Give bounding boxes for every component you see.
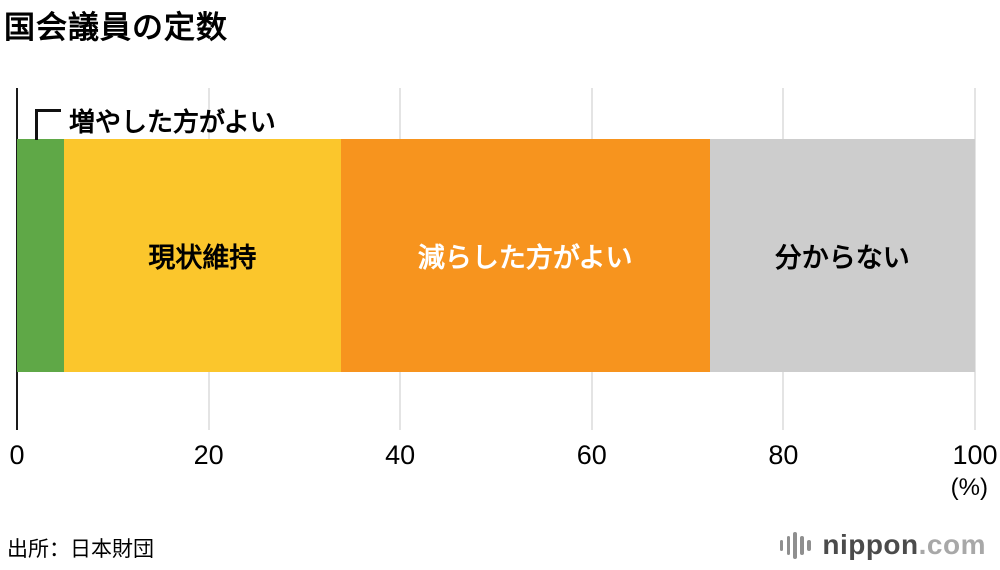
bar-segment-label: 分からない: [774, 243, 910, 273]
nippon-logo-icon: [778, 531, 812, 559]
gridline: [974, 88, 976, 430]
bar-segment-3: 減らした方がよい: [340, 139, 710, 372]
bar-segment-label: 減らした方がよい: [417, 243, 633, 273]
callout-line: [35, 109, 61, 140]
x-axis: 0 20 40 60 80 100: [9, 440, 997, 474]
stacked-bar: 現状維持 減らした方がよい 分からない: [17, 139, 975, 372]
bar-segment-label: 現状維持: [148, 243, 257, 273]
bar-segment-2: 現状維持: [63, 139, 341, 372]
x-tick-label: 60: [576, 440, 607, 470]
bar-segment-1: [17, 139, 64, 372]
x-tick-label: 40: [385, 440, 416, 470]
nippon-logo-text: nippon.com: [822, 529, 986, 561]
x-tick-label: 20: [193, 440, 224, 470]
chart-title: 国会議員の定数: [4, 10, 228, 45]
bar-segment-4: 分からない: [709, 139, 975, 372]
logo-name: nippon: [822, 529, 919, 560]
x-tick-label: 0: [9, 440, 25, 470]
unit-label: (%): [950, 474, 988, 501]
plot-area: 現状維持 減らした方がよい 分からない 増やした方がよい: [16, 88, 976, 430]
logo-suffix: .com: [918, 529, 986, 560]
nippon-logo[interactable]: nippon.com: [778, 529, 986, 561]
increase-callout: 増やした方がよい: [35, 102, 276, 140]
callout-label: 増やした方がよい: [69, 107, 276, 137]
x-tick-label: 100: [952, 440, 998, 470]
source-note: 出所：日本財団: [7, 538, 154, 561]
x-tick-label: 80: [768, 440, 799, 470]
